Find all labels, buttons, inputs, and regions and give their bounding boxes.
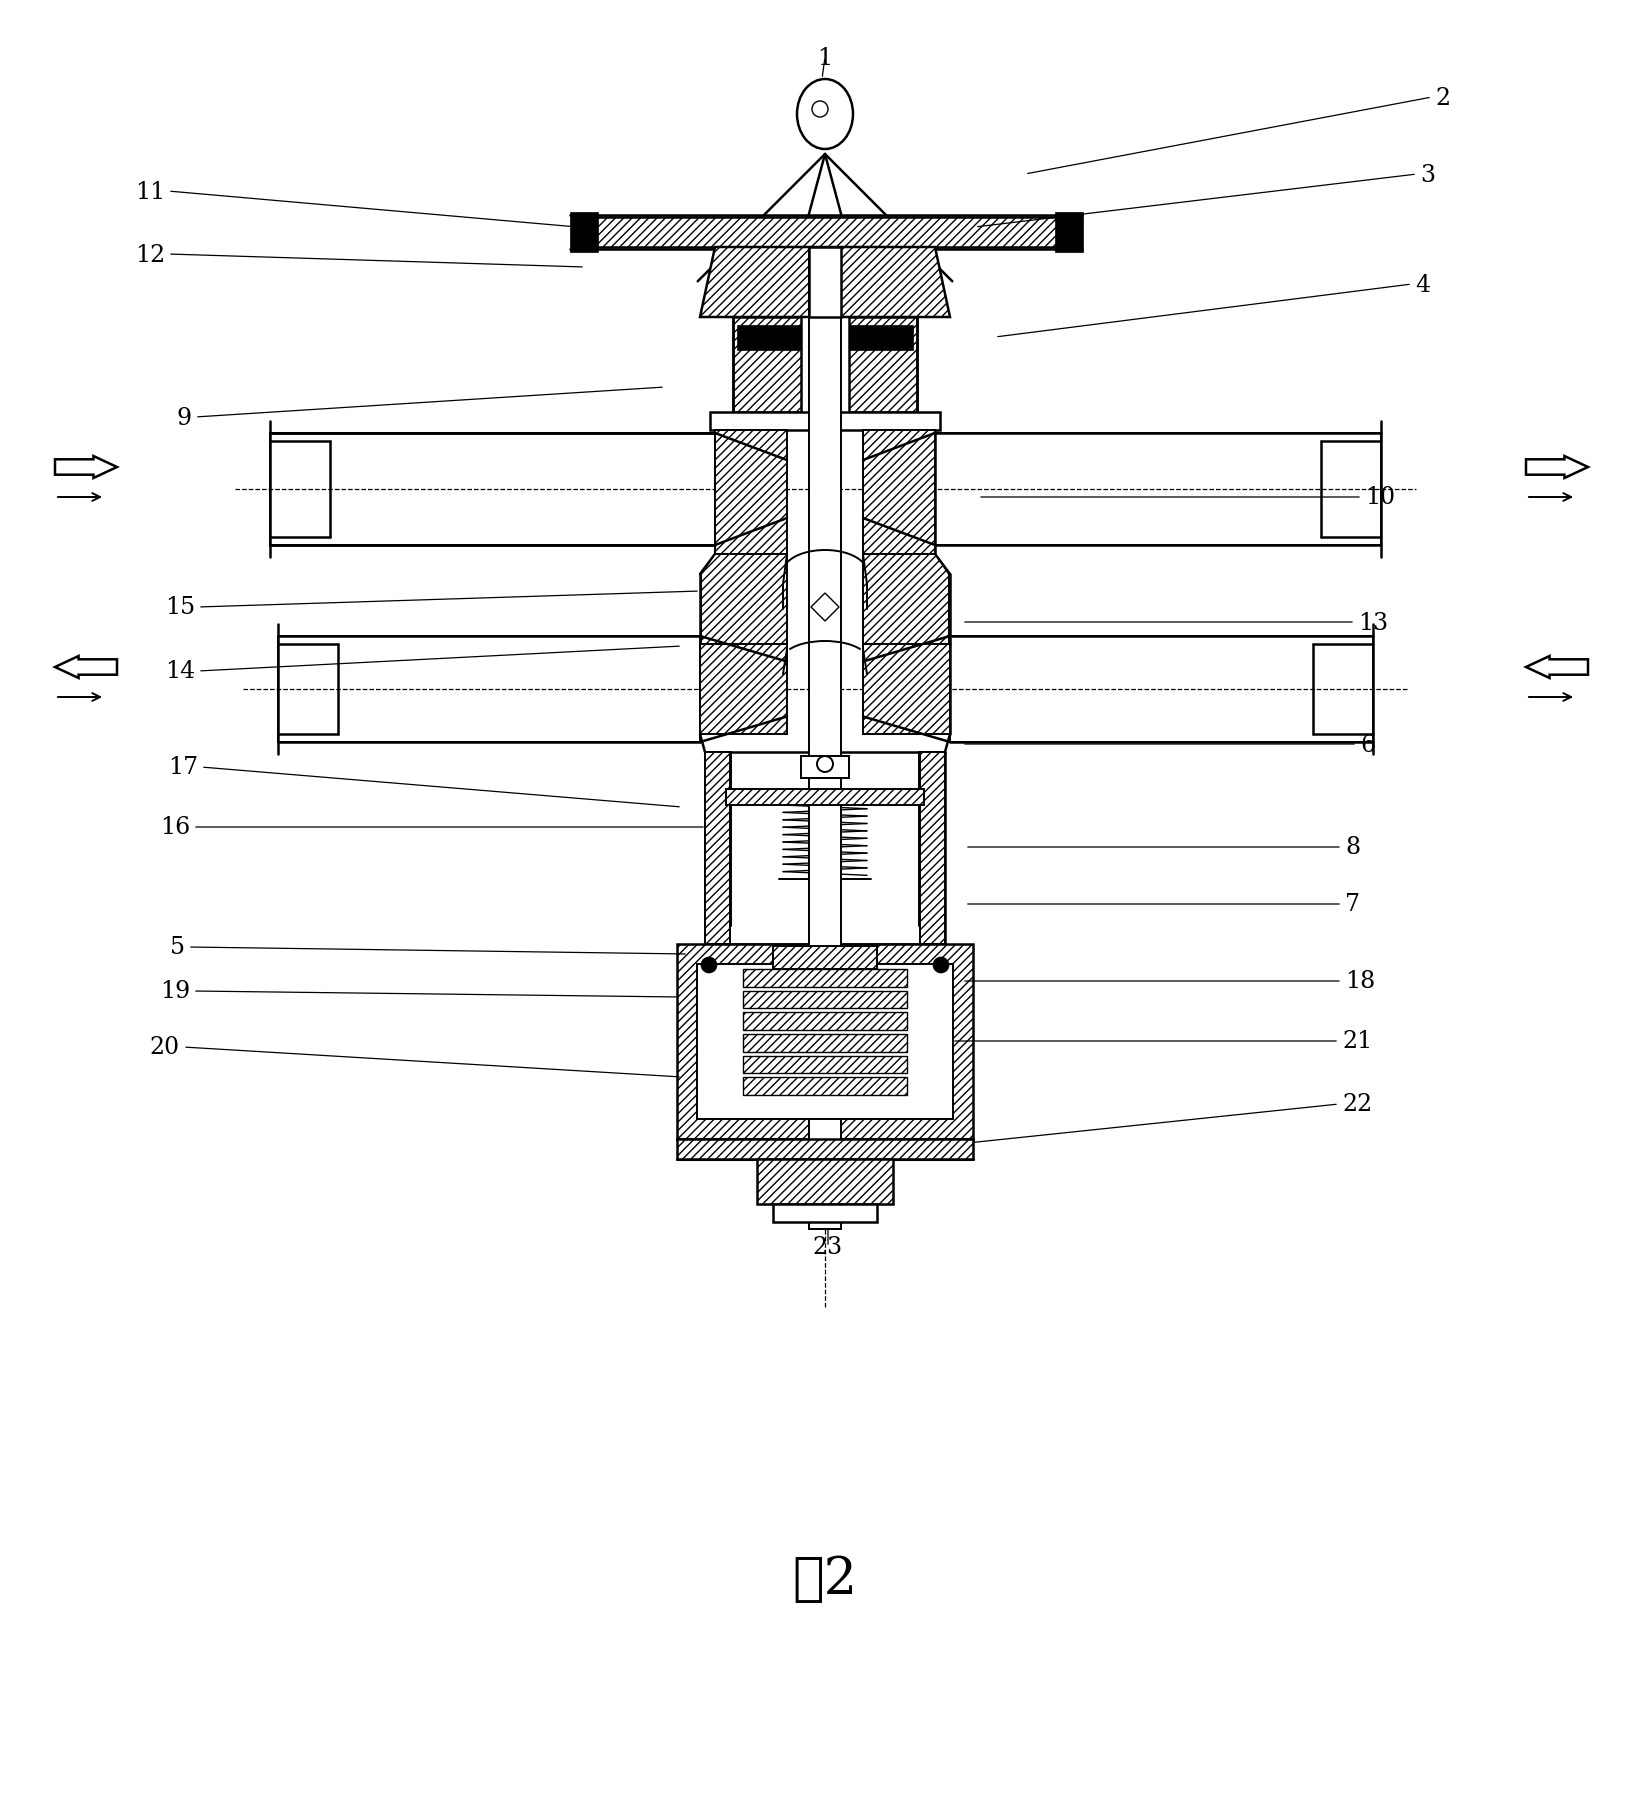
- Text: 12: 12: [135, 243, 165, 266]
- Circle shape: [933, 958, 949, 973]
- Circle shape: [702, 958, 717, 973]
- Bar: [736, 325, 801, 351]
- Bar: [277, 636, 700, 743]
- Bar: [1055, 212, 1083, 254]
- Bar: [697, 964, 953, 1120]
- Circle shape: [817, 757, 834, 773]
- Bar: [271, 433, 715, 547]
- Text: 17: 17: [168, 757, 198, 779]
- Text: 9: 9: [177, 406, 192, 430]
- Text: 图2: 图2: [792, 1553, 857, 1604]
- Bar: [743, 1012, 906, 1030]
- Text: 2: 2: [1435, 86, 1450, 110]
- Bar: [920, 753, 944, 944]
- Bar: [773, 946, 877, 969]
- Text: 14: 14: [165, 660, 195, 683]
- Bar: [743, 969, 906, 987]
- Bar: [726, 789, 925, 806]
- Bar: [715, 432, 788, 556]
- Text: 13: 13: [1359, 611, 1388, 635]
- Text: 18: 18: [1346, 969, 1375, 992]
- Bar: [743, 991, 906, 1009]
- Text: 16: 16: [160, 816, 190, 840]
- Text: 4: 4: [1415, 273, 1430, 297]
- Bar: [863, 432, 934, 556]
- Bar: [949, 636, 1374, 743]
- Bar: [758, 1160, 893, 1205]
- Text: 15: 15: [165, 597, 195, 619]
- Polygon shape: [811, 593, 839, 622]
- Bar: [677, 944, 972, 1140]
- Bar: [809, 248, 840, 318]
- Text: 3: 3: [1420, 164, 1435, 187]
- Bar: [773, 1205, 877, 1223]
- Text: 10: 10: [1365, 485, 1395, 509]
- Bar: [863, 645, 949, 735]
- Text: 19: 19: [160, 980, 190, 1003]
- Text: 20: 20: [150, 1036, 180, 1059]
- Polygon shape: [863, 556, 949, 645]
- Polygon shape: [700, 248, 949, 318]
- Ellipse shape: [797, 79, 854, 149]
- Bar: [801, 757, 849, 779]
- Bar: [733, 318, 801, 414]
- Circle shape: [812, 102, 829, 119]
- Bar: [570, 212, 598, 254]
- Text: 1: 1: [817, 47, 832, 70]
- Bar: [743, 1055, 906, 1073]
- Bar: [743, 1034, 906, 1052]
- Text: 8: 8: [1346, 836, 1360, 859]
- Text: 22: 22: [1342, 1093, 1372, 1117]
- Text: 11: 11: [135, 180, 165, 203]
- Bar: [849, 325, 913, 351]
- Text: 5: 5: [170, 937, 185, 958]
- Bar: [849, 318, 916, 414]
- Bar: [705, 753, 730, 944]
- Text: 6: 6: [1360, 734, 1375, 757]
- Bar: [575, 218, 1076, 248]
- Text: 7: 7: [1346, 894, 1360, 915]
- Bar: [710, 414, 939, 432]
- Text: 21: 21: [1342, 1030, 1372, 1054]
- Text: 23: 23: [812, 1235, 844, 1259]
- Bar: [700, 645, 788, 735]
- Bar: [743, 1077, 906, 1095]
- Polygon shape: [702, 556, 788, 645]
- Bar: [677, 1140, 972, 1160]
- Bar: [934, 433, 1380, 547]
- Bar: [809, 250, 840, 1230]
